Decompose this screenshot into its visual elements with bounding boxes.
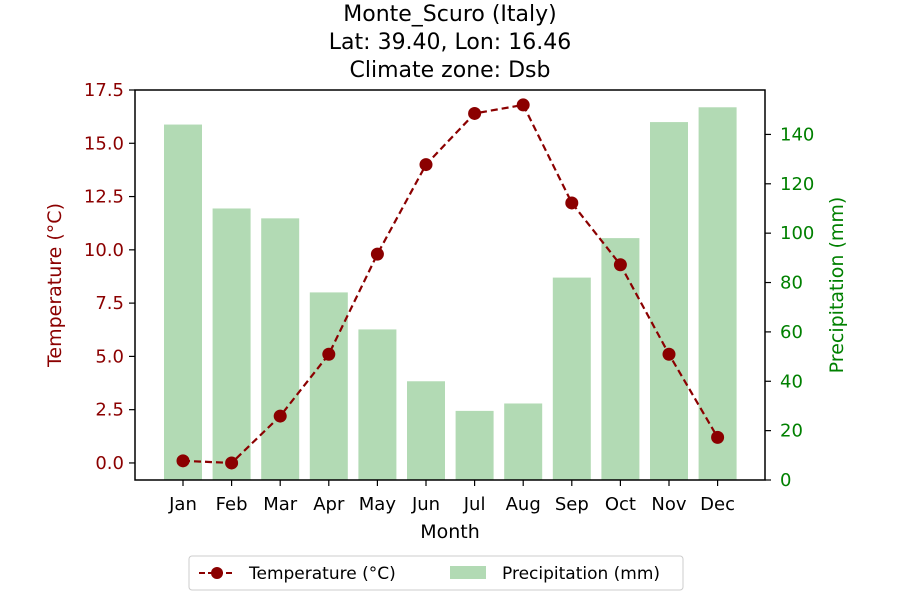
title-line-1: Monte_Scuro (Italy): [343, 2, 556, 27]
x-tick-label-may: May: [359, 494, 397, 515]
right-tick-label: 40: [780, 371, 803, 392]
x-tick-label-apr: Apr: [313, 494, 345, 515]
x-axis-label: Month: [420, 521, 480, 543]
precip-bar-oct: [601, 238, 640, 480]
left-tick-label: 15.0: [84, 133, 124, 154]
right-tick-label: 140: [780, 124, 814, 145]
temp-point-may: [370, 247, 384, 261]
legend-precipitation-label: Precipitation (mm): [502, 564, 660, 584]
precip-bar-feb: [212, 208, 251, 480]
temp-point-aug: [516, 98, 530, 112]
left-axis-ticks: 0.0 2.5 5.0 7.5 10.0 12.5 15.0 17.5: [84, 80, 135, 474]
temp-point-apr: [322, 347, 336, 361]
x-tick-label-feb: Feb: [216, 494, 248, 515]
legend-precipitation-swatch-icon: [450, 566, 486, 579]
right-tick-label: 100: [780, 223, 814, 244]
precip-bar-jan: [164, 124, 202, 481]
x-tick-label-sep: Sep: [555, 494, 589, 515]
right-tick-label: 60: [780, 322, 803, 343]
precip-bar-aug: [504, 403, 543, 480]
precip-bar-jul: [455, 410, 494, 480]
left-tick-label: 2.5: [95, 400, 124, 421]
right-tick-label: 120: [780, 174, 814, 195]
temperature-series-line: [182, 103, 719, 465]
right-axis-label: Precipitation (mm): [826, 197, 848, 374]
left-axis-label: Temperature (°C): [44, 203, 66, 368]
precip-bar-jun: [407, 381, 445, 480]
precipitation-bars: [164, 107, 737, 481]
temp-point-jul: [468, 106, 482, 120]
left-tick-label: 12.5: [84, 187, 124, 208]
x-tick-label-jul: Jul: [463, 494, 486, 515]
plot-frame: [134, 89, 766, 481]
left-tick-label: 17.5: [84, 80, 124, 101]
precip-bar-dec: [698, 107, 737, 481]
right-axis-ticks: 0 20 40 60 80 100 120 140: [765, 124, 814, 491]
left-tick-label: 0.0: [95, 453, 124, 474]
x-tick-label-jun: Jun: [411, 494, 440, 515]
x-tick-label-mar: Mar: [263, 494, 298, 515]
temp-point-jun: [419, 158, 433, 172]
chart-title: Monte_Scuro (Italy) Lat: 39.40, Lon: 16.…: [329, 2, 571, 83]
temp-point-mar: [273, 409, 287, 423]
legend: Temperature (°C) Precipitation (mm): [188, 555, 684, 591]
temp-point-feb: [225, 456, 239, 470]
left-tick-label: 5.0: [95, 346, 124, 367]
x-tick-label-jan: Jan: [168, 494, 197, 515]
x-axis-ticks: Jan Feb Mar Apr May Jun Jul Aug Sep Oct Nov Dec: [168, 480, 735, 515]
legend-temperature-marker-icon: [211, 567, 223, 579]
legend-box: [188, 555, 684, 591]
temp-point-oct: [613, 258, 627, 272]
left-tick-label: 10.0: [84, 240, 124, 261]
precip-bar-mar: [261, 218, 300, 480]
legend-temperature-label: Temperature (°C): [248, 564, 396, 584]
temp-point-jan: [176, 454, 190, 468]
right-tick-label: 0: [780, 470, 791, 491]
title-line-3: Climate zone: Dsb: [350, 58, 551, 83]
right-tick-label: 20: [780, 421, 803, 442]
x-tick-label-nov: Nov: [651, 494, 686, 515]
x-tick-label-oct: Oct: [605, 494, 636, 515]
temp-point-sep: [565, 196, 579, 210]
temp-point-nov: [662, 347, 676, 361]
precip-bar-nov: [650, 122, 688, 480]
x-tick-label-dec: Dec: [700, 494, 735, 515]
precip-bar-may: [358, 329, 397, 480]
temperature-line: [176, 98, 725, 470]
temp-point-dec: [711, 430, 725, 444]
right-tick-label: 80: [780, 273, 803, 294]
precip-bar-sep: [552, 277, 591, 480]
title-line-2: Lat: 39.40, Lon: 16.46: [329, 30, 571, 55]
precip-bar-apr: [309, 292, 348, 480]
left-tick-label: 7.5: [95, 293, 124, 314]
x-tick-label-aug: Aug: [506, 494, 541, 515]
